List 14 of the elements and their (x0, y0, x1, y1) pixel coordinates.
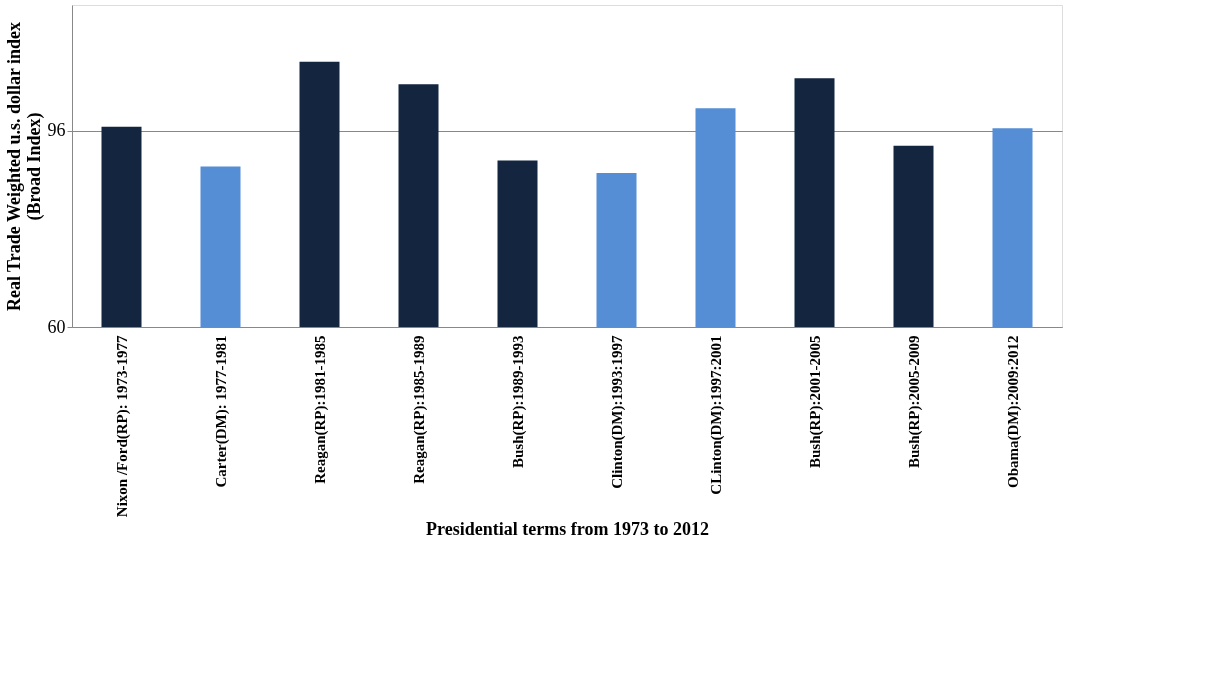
x-tick-label: Bush(RP):2005-2009 (905, 335, 923, 469)
y-axis-title: Real Trade Weighted u.s. dollar index (Broad Index) (3, 21, 45, 312)
x-tick-label: Bush(RP):1989-1993 (509, 335, 527, 469)
y-tick-label: 60 (47, 316, 66, 337)
x-tick-label: CLinton(DM):1997:2001 (707, 335, 725, 495)
x-tick-label: Obama(DM):2009:2012 (1004, 335, 1022, 488)
x-tick-label: Carter(DM): 1977-1981 (212, 335, 230, 488)
x-axis-title: Presidential terms from 1973 to 2012 (426, 519, 709, 540)
y-tick-label: 96 (47, 120, 66, 141)
x-tick-label: Reagan(RP):1981-1985 (311, 335, 329, 484)
x-tick-label: Bush(RP):2001-2005 (806, 335, 824, 469)
x-tick-label: Clinton(DM):1993:1997 (608, 335, 626, 489)
x-tick-label: Reagan(RP):1985-1989 (410, 335, 428, 484)
x-tick-label: Nixon /Ford(RP): 1973-1977 (113, 335, 131, 518)
